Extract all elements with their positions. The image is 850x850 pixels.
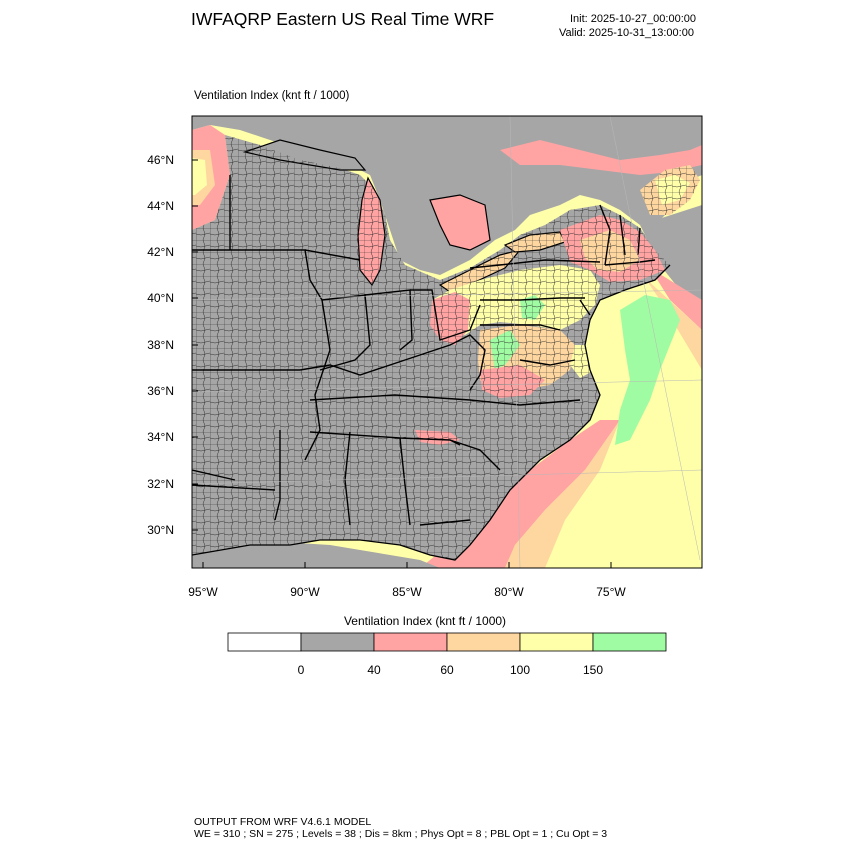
ocean-orange-se <box>505 420 620 568</box>
valid-time: Valid: 2025-10-31_13:00:00 <box>559 27 694 39</box>
colorbar-box <box>592 632 667 652</box>
colorbar-label: 0 <box>298 663 305 677</box>
lon-label: 85°W <box>392 585 422 599</box>
county-lines <box>192 135 670 560</box>
lat-label: 40°N <box>147 291 174 305</box>
graticule <box>192 116 702 568</box>
latitude-axis: 46°N 44°N 42°N 40°N 38°N 36°N 34°N 32°N 30°N <box>147 153 198 537</box>
lat-label: 32°N <box>147 477 174 491</box>
canada-pink <box>500 140 702 175</box>
map-frame <box>191 115 703 569</box>
ocean-green <box>615 295 680 445</box>
colorbar-box <box>446 632 521 652</box>
init-time: Init: 2025-10-27_00:00:00 <box>570 13 696 25</box>
footer-params: WE = 310 ; SN = 275 ; Levels = 38 ; Dis … <box>194 828 608 840</box>
colorbar: 0 40 60 100 150 <box>227 632 667 677</box>
colorbar-box <box>373 632 448 652</box>
lon-label: 80°W <box>494 585 524 599</box>
colorbar-box <box>519 632 594 652</box>
lat-label: 44°N <box>147 199 174 213</box>
colorbar-label: 100 <box>510 663 530 677</box>
longitude-axis: 95°W 90°W 85°W 80°W 75°W <box>188 562 626 599</box>
colorbar-label: 150 <box>583 663 603 677</box>
colorbar-label: 40 <box>367 663 381 677</box>
colorbar-box <box>300 632 375 652</box>
lon-label: 95°W <box>188 585 218 599</box>
nw-yellow <box>192 158 207 195</box>
ocean-gray-ne <box>640 205 702 300</box>
county-lines-maine <box>640 165 700 215</box>
lat-label: 34°N <box>147 430 174 444</box>
lat-label: 36°N <box>147 384 174 398</box>
colorbar-title: Ventilation Index (knt ft / 1000) <box>343 614 507 628</box>
lake-huron <box>429 194 491 251</box>
page-title: IWFAQRP Eastern US Real Time WRF <box>191 9 495 29</box>
footer-model: OUTPUT FROM WRF V4.6.1 MODEL <box>194 816 372 828</box>
ocean-pink-ne <box>650 268 702 330</box>
field-label: Ventilation Index (knt ft / 1000) <box>194 90 350 102</box>
map-panel <box>192 116 702 568</box>
ocean-orange-ne <box>645 278 702 370</box>
lon-label: 90°W <box>290 585 320 599</box>
lat-label: 30°N <box>147 523 174 537</box>
lat-label: 38°N <box>147 338 174 352</box>
lat-label: 42°N <box>147 245 174 259</box>
lon-label: 75°W <box>596 585 626 599</box>
colorbar-box <box>227 632 302 652</box>
lat-label: 46°N <box>147 153 174 167</box>
gulf-gray <box>192 540 440 568</box>
colorbar-label: 60 <box>440 663 454 677</box>
